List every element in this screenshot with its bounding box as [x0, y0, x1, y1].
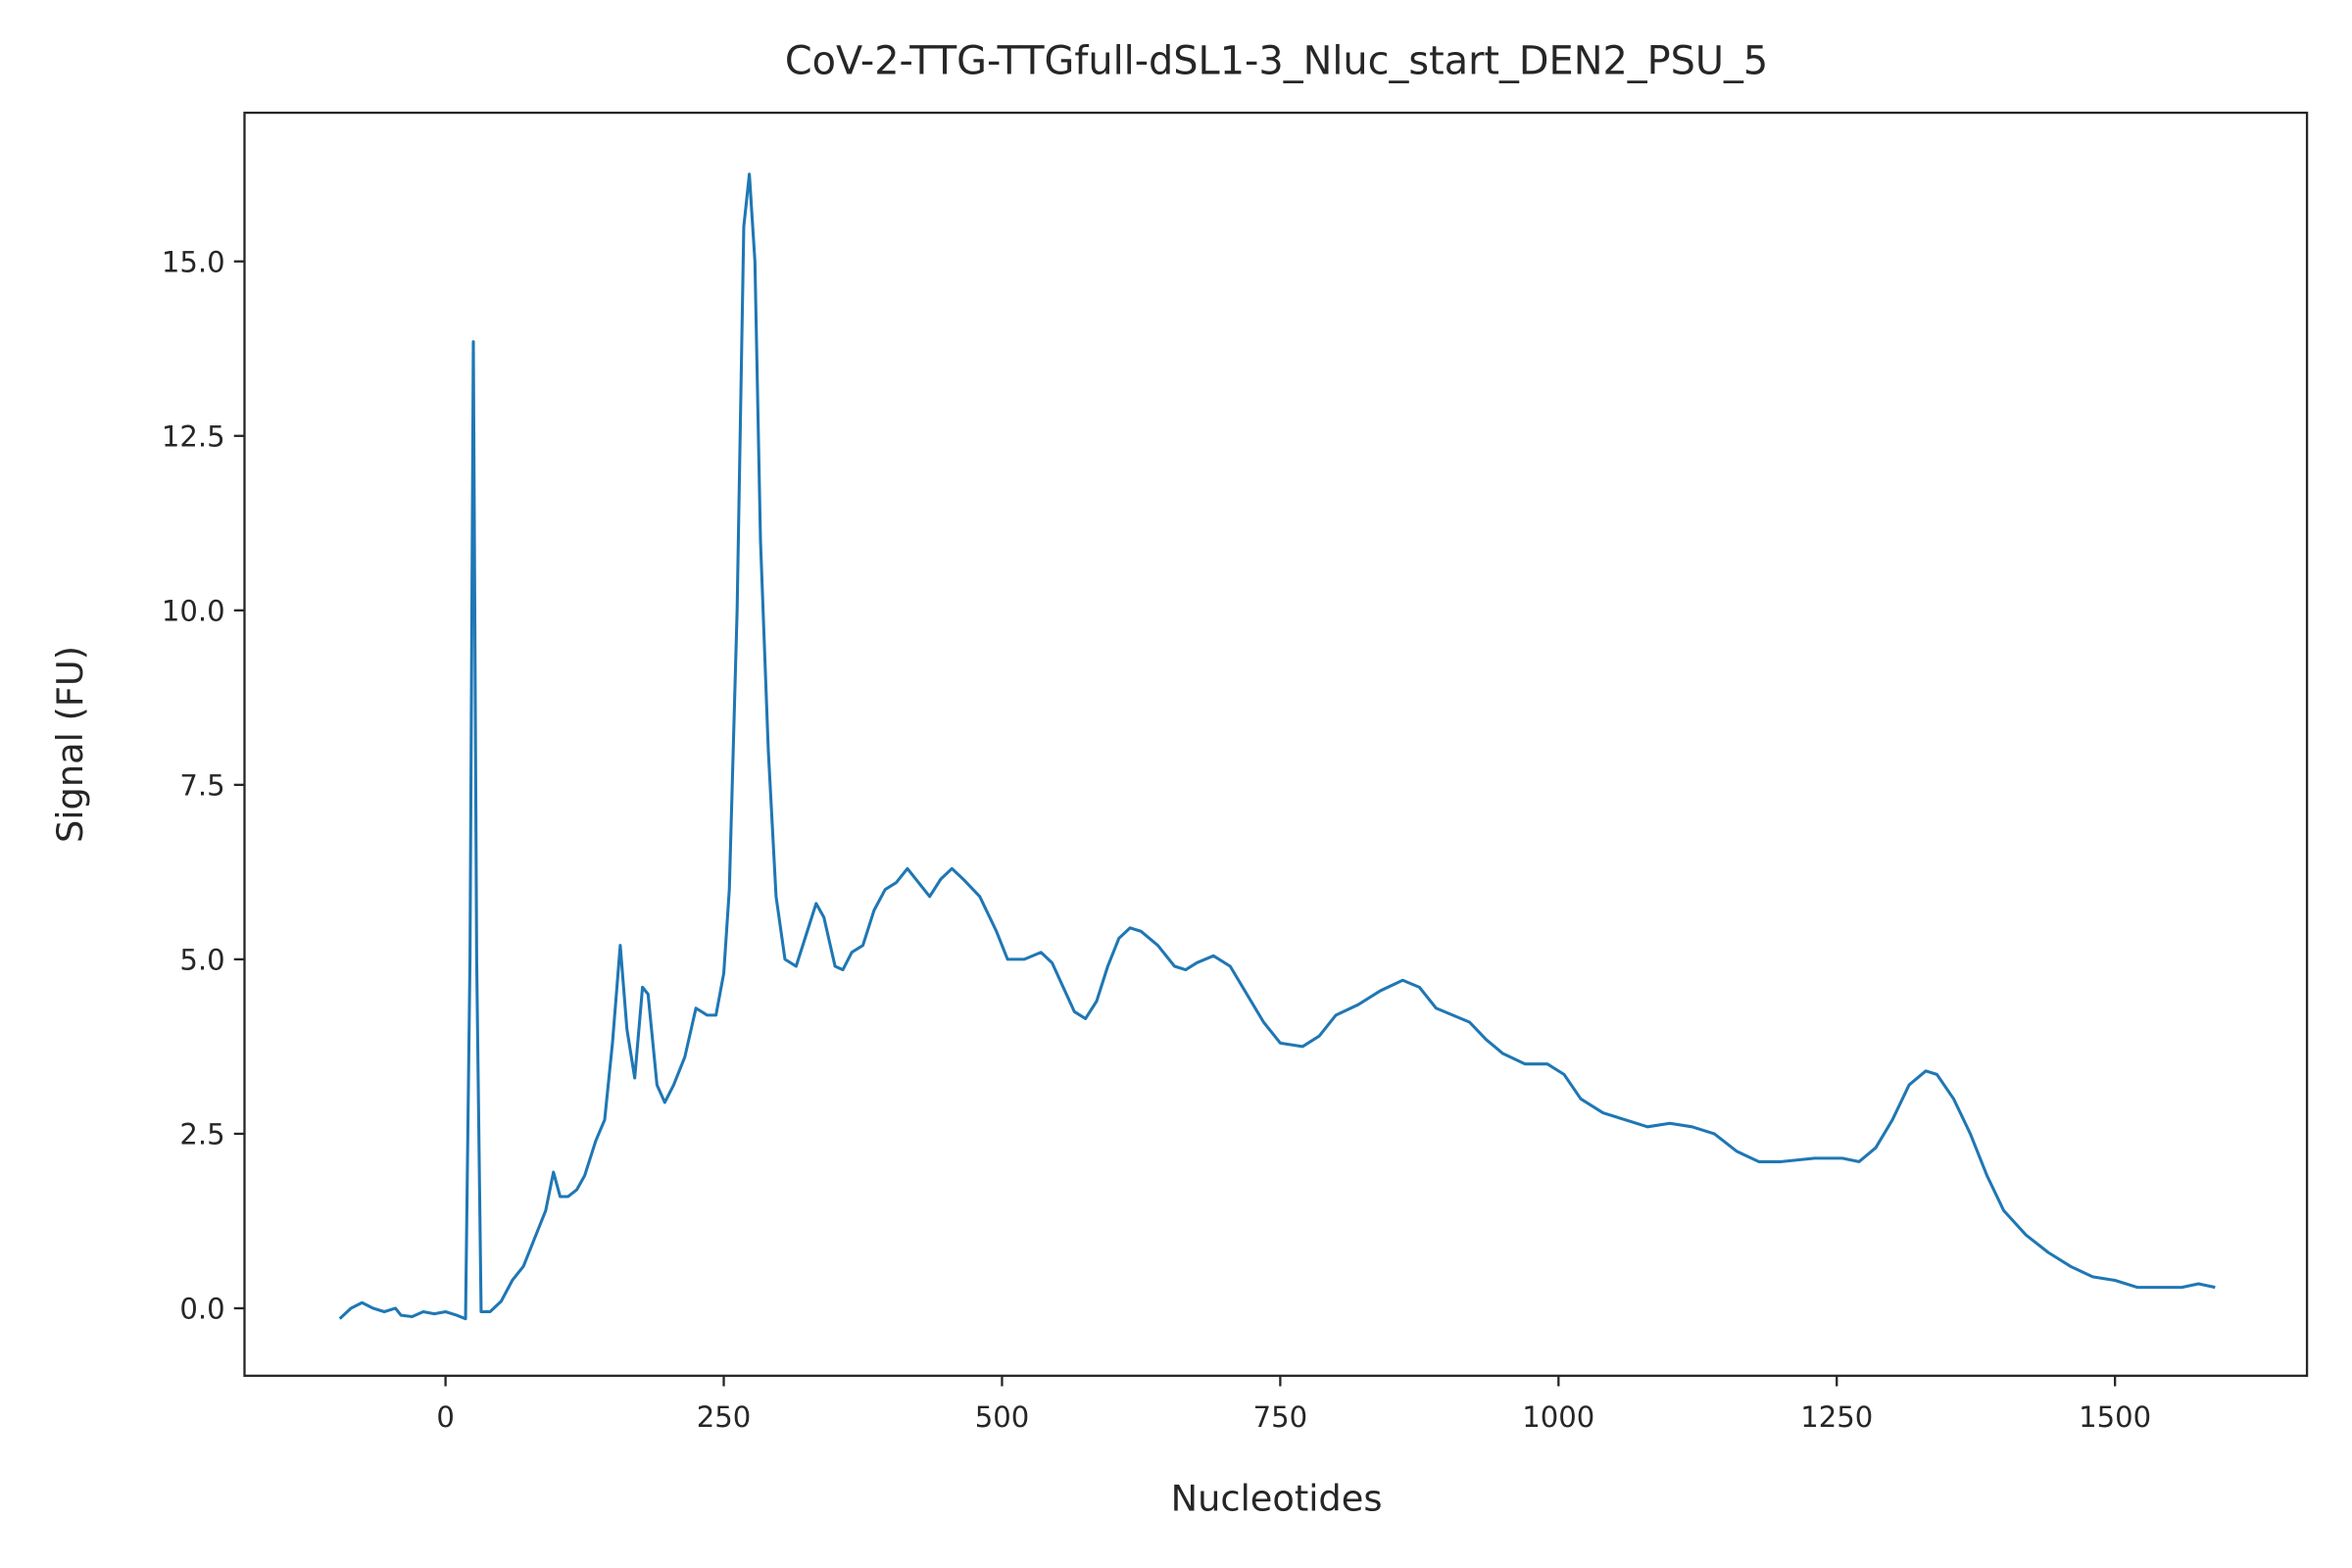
- y-tick-label: 7.5: [179, 769, 224, 803]
- plot-frame: [243, 111, 2309, 1377]
- x-tick-label: 0: [436, 1400, 455, 1434]
- y-tick-label: 2.5: [179, 1118, 224, 1152]
- y-axis-label: Signal (FU): [49, 646, 91, 843]
- x-axis-label: Nucleotides: [1171, 1478, 1383, 1520]
- x-tick-label: 750: [1253, 1400, 1308, 1434]
- x-tick-label: 1250: [1800, 1400, 1873, 1434]
- x-tick-label: 500: [975, 1400, 1030, 1434]
- y-tick-label: 12.5: [162, 419, 225, 453]
- y-tick-label: 5.0: [179, 944, 224, 977]
- y-tick-label: 10.0: [162, 595, 225, 628]
- x-tick-label: 1500: [2079, 1400, 2151, 1434]
- y-tick-label: 15.0: [162, 245, 225, 278]
- x-tick-label: 1000: [1522, 1400, 1594, 1434]
- x-tick-label: 250: [697, 1400, 752, 1434]
- data-line: [338, 172, 2216, 1321]
- y-tick-label: 0.0: [179, 1293, 224, 1326]
- chart-title: CoV-2-TTG-TTGfull-dSL1-3_Nluc_start_DEN2…: [785, 38, 1768, 83]
